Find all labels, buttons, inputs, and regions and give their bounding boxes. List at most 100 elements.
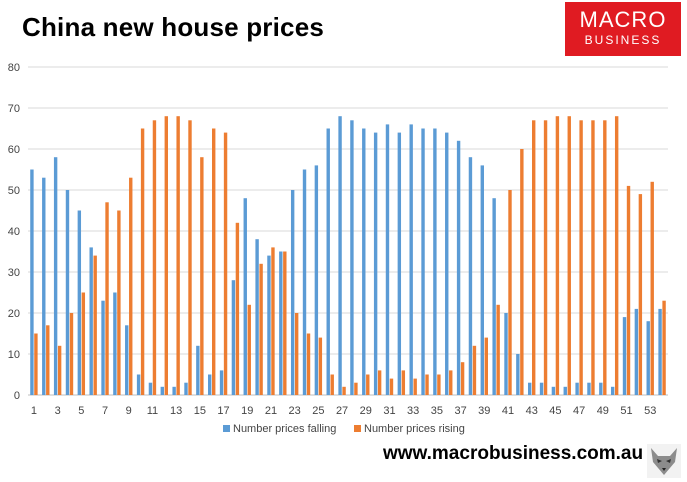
- bar-falling: [148, 382, 153, 395]
- x-tick-label: 13: [170, 405, 182, 417]
- bar-rising: [152, 120, 157, 396]
- bar-rising: [271, 247, 275, 395]
- x-tick-label: 47: [573, 405, 585, 417]
- bar-rising: [117, 210, 121, 395]
- x-tick-label: 29: [360, 405, 372, 417]
- bar-falling: [397, 132, 402, 395]
- bar-falling: [504, 313, 508, 395]
- x-tick-label: 53: [644, 405, 656, 417]
- bar-rising: [57, 345, 62, 395]
- x-tick-label: 23: [289, 405, 301, 417]
- bar-falling: [196, 345, 200, 395]
- bar-rising: [318, 337, 323, 395]
- bar-falling: [290, 190, 295, 395]
- bar-falling: [445, 132, 449, 395]
- bar-rising: [614, 116, 619, 395]
- bar-rising: [129, 177, 133, 395]
- x-tick-label: 11: [147, 405, 158, 417]
- bar-falling: [219, 370, 224, 395]
- legend-label-falling: Number prices falling: [233, 423, 336, 435]
- bar-rising: [176, 116, 180, 395]
- bar-rising: [377, 370, 382, 395]
- bar-falling: [492, 198, 496, 395]
- x-tick-label: 17: [217, 405, 229, 417]
- bar-rising: [449, 370, 453, 395]
- bar-rising: [200, 157, 204, 395]
- bar-falling: [101, 300, 105, 395]
- bar-falling: [599, 382, 603, 395]
- bar-falling: [160, 386, 164, 395]
- bar-falling: [302, 169, 307, 395]
- x-tick-label: 35: [431, 405, 443, 417]
- bar-falling: [480, 165, 484, 395]
- wolf-icon: [647, 444, 681, 478]
- bar-rising: [140, 128, 145, 395]
- bar-rising: [567, 116, 571, 395]
- bar-falling: [528, 382, 532, 395]
- bar-rising: [69, 313, 74, 395]
- y-tick-label: 60: [8, 144, 20, 156]
- y-axis-tick-labels: 0 10 20 30 40 50 60 70 80: [8, 62, 20, 402]
- bar-rising: [212, 128, 216, 395]
- bar-rising: [46, 325, 50, 395]
- bar-falling: [516, 354, 520, 395]
- bar-falling: [326, 128, 330, 395]
- bar-rising: [34, 333, 38, 395]
- bar-falling: [350, 120, 354, 396]
- x-tick-label: 51: [620, 405, 632, 417]
- x-tick-label: 41: [502, 405, 514, 417]
- bar-falling: [243, 198, 247, 395]
- legend-swatch-rising: [354, 425, 361, 432]
- bar-rising: [579, 120, 583, 396]
- macrobusiness-logo: MACRO BUSINESS: [565, 2, 681, 56]
- y-tick-label: 0: [14, 390, 20, 402]
- bar-rising: [223, 132, 228, 395]
- bar-rising: [354, 382, 358, 395]
- bar-falling: [125, 325, 129, 395]
- bar-rising: [437, 374, 441, 395]
- x-tick-label: 7: [102, 405, 108, 417]
- bar-falling: [622, 317, 627, 395]
- bar-rising: [342, 386, 346, 395]
- bar-rising: [543, 120, 548, 396]
- bar-rising: [306, 333, 311, 395]
- bar-rising: [294, 313, 299, 395]
- x-tick-label: 1: [31, 405, 37, 417]
- legend-swatch-falling: [223, 425, 230, 432]
- legend-label-rising: Number prices rising: [364, 423, 465, 435]
- bar-falling: [255, 239, 259, 395]
- bar-falling: [208, 374, 212, 395]
- bar-falling: [646, 321, 650, 395]
- y-tick-label: 80: [8, 62, 20, 74]
- x-tick-label: 49: [597, 405, 609, 417]
- bar-rising: [484, 337, 488, 395]
- x-tick-label: 45: [549, 405, 561, 417]
- bar-falling: [456, 140, 461, 395]
- bar-rising: [532, 120, 536, 396]
- bar-falling: [314, 165, 319, 395]
- y-tick-label: 20: [8, 308, 20, 320]
- bar-rising: [591, 120, 595, 396]
- x-tick-label: 33: [407, 405, 419, 417]
- bar-falling: [409, 124, 413, 396]
- x-tick-label: 25: [312, 405, 324, 417]
- bar-rising: [105, 202, 109, 395]
- bar-rising: [662, 300, 666, 395]
- bar-falling: [267, 255, 271, 395]
- x-tick-label: 9: [126, 405, 132, 417]
- bar-falling: [42, 177, 46, 395]
- y-tick-label: 10: [8, 349, 20, 361]
- bar-falling: [634, 308, 639, 395]
- bar-falling: [136, 374, 141, 395]
- bar-rising: [259, 263, 263, 395]
- y-tick-label: 70: [8, 103, 20, 115]
- bar-falling: [231, 280, 236, 395]
- bar-rising: [247, 304, 251, 395]
- bar-rising: [626, 185, 631, 395]
- y-tick-label: 30: [8, 267, 20, 279]
- bar-rising: [472, 345, 477, 395]
- bar-falling: [338, 116, 342, 395]
- x-tick-label: 27: [336, 405, 348, 417]
- bar-rising: [460, 362, 465, 395]
- bar-rising: [389, 378, 394, 395]
